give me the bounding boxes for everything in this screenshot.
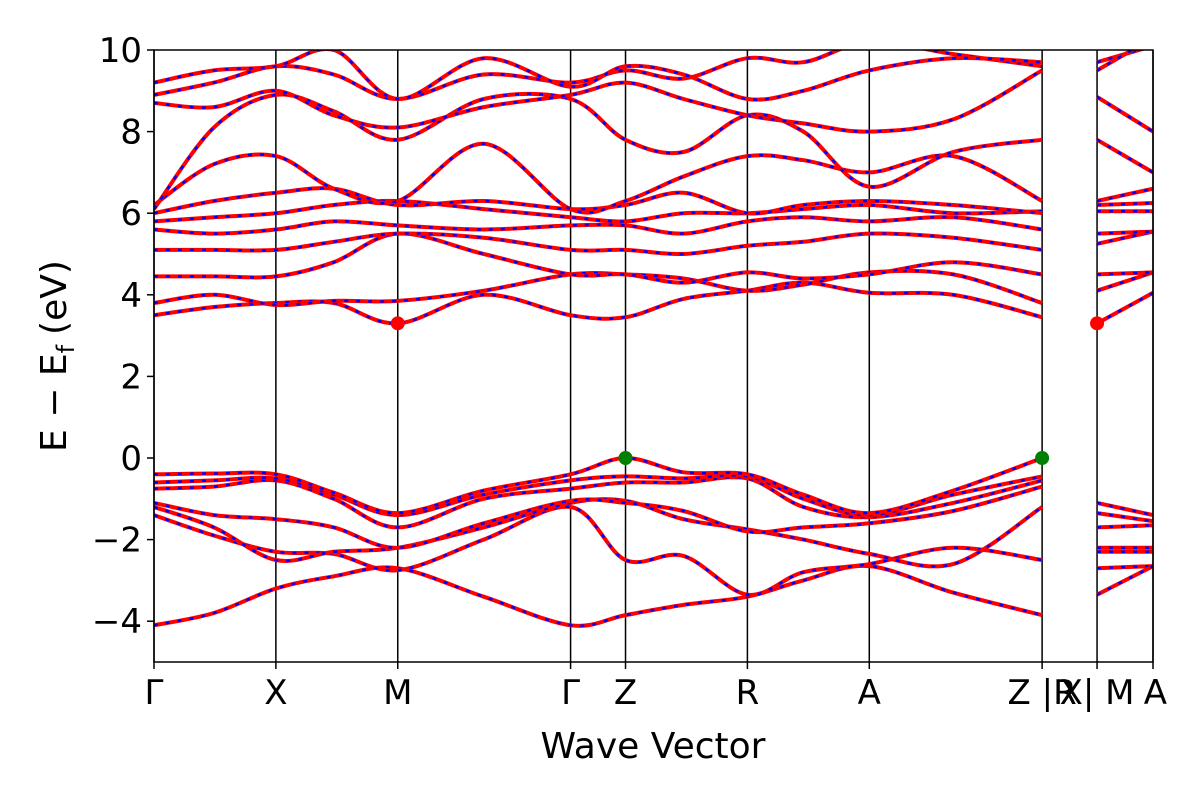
kpoint-label-5: R [736, 673, 760, 713]
band-c9-seg1 [1096, 138, 1153, 175]
band-c1-seg1 [1096, 291, 1153, 326]
y-ticks: −4 −2 0 2 4 6 8 10 [92, 31, 154, 642]
band-v2-overlay-seg0 [154, 505, 1043, 597]
band-c10-overlay-seg0 [154, 69, 1043, 133]
kpoint-label-8: X| M [1060, 673, 1135, 713]
kpoint-label-7: Z |R [1008, 673, 1077, 713]
kpoint-label-4: Z [614, 673, 637, 713]
band-v2-seg1 [1096, 564, 1153, 597]
band-c6-seg0 [154, 198, 1043, 224]
band-c11-overlay-seg1 [1096, 50, 1144, 64]
band-c5-overlay-seg1 [1097, 230, 1153, 235]
y-axis-label-unit: (eV) [34, 260, 75, 335]
band-c4-overlay-seg1 [1096, 230, 1153, 246]
band-v5-overlay-seg0 [154, 475, 1043, 529]
y-tick-label-7: 10 [99, 31, 142, 71]
vbm-marker-2 [618, 451, 633, 465]
band-c4-seg0 [154, 231, 1043, 257]
y-tick-label-4: 4 [120, 276, 142, 316]
band-c9-overlay-seg1 [1096, 138, 1153, 174]
band-c9-seg0 [154, 91, 1043, 211]
band-c12-overlay-seg0 [154, 50, 1043, 101]
band-c7-overlay-seg1 [1097, 201, 1153, 207]
band-c2-overlay-seg1 [1096, 271, 1153, 292]
band-c1-overlay-seg0 [154, 281, 1043, 325]
kpoint-label-3: Γ [561, 673, 580, 713]
band-v3-overlay-seg0 [154, 497, 1043, 568]
band-c3-seg0 [154, 231, 1043, 285]
kpoint-label-6: A [858, 673, 881, 713]
band-v7-seg0 [154, 455, 1043, 516]
y-axis-label-subscript: f [52, 344, 80, 353]
y-axis-label: E − Ef (eV) [34, 260, 80, 452]
band-c8-overlay-seg1 [1096, 187, 1153, 203]
band-v7-overlay-seg1 [1096, 501, 1153, 517]
extrema-markers [390, 316, 1105, 465]
cbm-marker-1 [1090, 316, 1105, 331]
band-c3-overlay-seg1 [1097, 271, 1153, 276]
band-c10-seg1 [1096, 95, 1153, 134]
band-c12-seg1 [1096, 50, 1137, 73]
band-v4-seg0 [154, 484, 1043, 550]
band-v6-overlay-seg1 [1096, 511, 1153, 523]
band-v5-overlay-seg1 [1097, 524, 1153, 529]
band-c8-overlay-seg0 [154, 142, 1043, 214]
y-tick-label-0: −4 [92, 602, 142, 642]
band-c3-overlay-seg0 [154, 232, 1043, 284]
kpoint-label-0: Γ [145, 673, 164, 713]
y-tick-label-2: 0 [120, 439, 142, 479]
y-tick-label-5: 6 [120, 194, 142, 234]
band-v2-overlay-seg1 [1096, 564, 1153, 596]
band-c10-overlay-seg1 [1096, 95, 1153, 133]
y-tick-label-3: 2 [120, 357, 142, 397]
kpoint-label-9: A [1144, 673, 1167, 713]
cbm-marker-0 [390, 316, 405, 331]
band-c4-overlay-seg0 [154, 232, 1043, 256]
y-tick-label-6: 8 [120, 113, 142, 153]
kpoint-label-2: M [383, 673, 412, 713]
band-v1-overlay-seg1 [1097, 564, 1153, 570]
band-v4-overlay-seg0 [154, 485, 1043, 550]
kpoint-label-1: X [264, 673, 287, 713]
y-axis-label-main: E − E [34, 353, 75, 452]
band-lines [154, 50, 1153, 628]
x-axis-label: Wave Vector [541, 726, 766, 767]
band-c5-seg0 [154, 215, 1043, 236]
vbm-marker-3 [1035, 451, 1050, 465]
band-v1-seg0 [154, 563, 1043, 628]
plot-frame [153, 49, 1154, 663]
y-tick-label-1: −2 [92, 521, 142, 561]
